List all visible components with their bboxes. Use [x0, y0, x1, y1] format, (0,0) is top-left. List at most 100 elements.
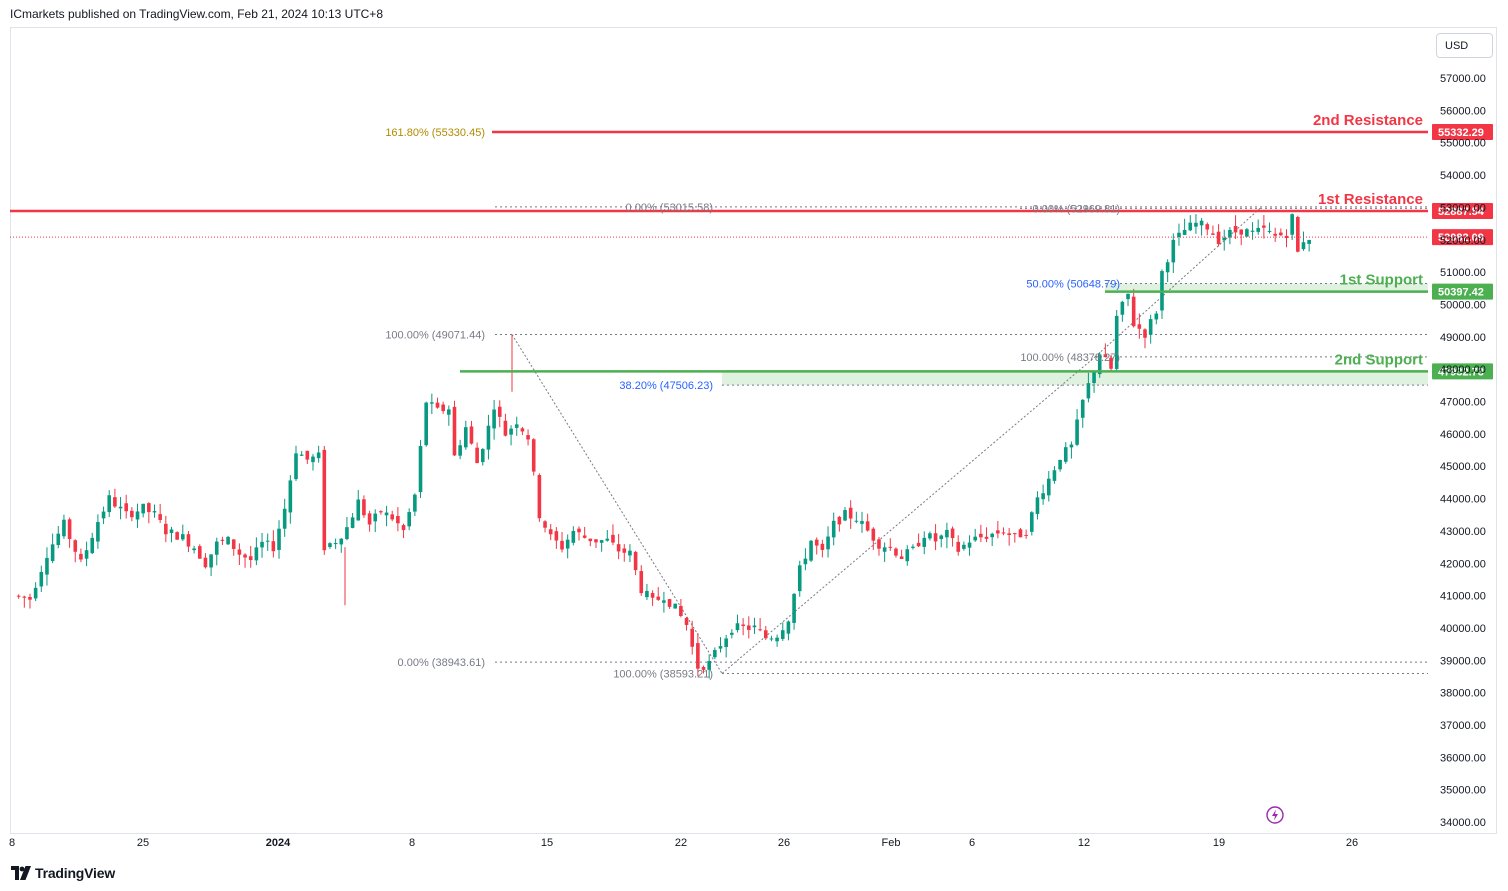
candle: [1109, 354, 1113, 371]
candle: [950, 526, 955, 547]
candle: [458, 439, 462, 460]
candle: [271, 530, 276, 558]
tradingview-footer[interactable]: TradingView: [11, 864, 115, 882]
candle: [1075, 409, 1079, 447]
candle: [882, 542, 887, 562]
price-tick-label: 46000.00: [1440, 429, 1486, 441]
candle: [514, 416, 519, 436]
candle: [1222, 229, 1227, 251]
current-price-label: 52082.09: [1438, 232, 1484, 244]
candle: [996, 521, 1000, 539]
candle: [277, 520, 281, 559]
candle: [1114, 310, 1119, 372]
fib-label: 0.00% (53015.58): [626, 202, 713, 214]
candle: [56, 526, 61, 549]
candle: [373, 509, 378, 533]
candle: [933, 524, 938, 551]
candle: [430, 393, 434, 415]
price-tick-label: 37000.00: [1440, 720, 1486, 732]
candle: [979, 524, 983, 543]
candle: [916, 533, 921, 548]
price-tag: [1432, 363, 1493, 380]
level-label: 1st Resistance: [1318, 191, 1423, 208]
candle: [503, 413, 508, 437]
candle: [616, 533, 621, 560]
time-tick-label: 15: [541, 837, 553, 849]
candle: [1228, 227, 1232, 245]
price-tick-label: 35000.00: [1440, 785, 1486, 797]
fib-label: 50.00% (50648.79): [1026, 278, 1120, 290]
price-tag: [1432, 283, 1493, 300]
price-tick-label: 40000.00: [1440, 623, 1486, 635]
candle: [475, 442, 479, 464]
candle: [877, 536, 881, 556]
candle: [1035, 491, 1040, 520]
time-tick-label: 8: [409, 837, 415, 849]
candle: [780, 622, 785, 641]
candle: [1205, 222, 1210, 236]
candle: [560, 531, 564, 553]
candle: [548, 524, 553, 541]
currency-button[interactable]: USD: [1436, 33, 1493, 58]
candle: [1131, 288, 1136, 328]
candle: [1239, 229, 1244, 246]
candle: [50, 533, 55, 564]
time-tick-label: 26: [778, 837, 790, 849]
candle: [497, 400, 502, 428]
candle: [169, 526, 174, 543]
candle: [1080, 399, 1085, 428]
candle: [226, 535, 230, 546]
candle: [1182, 218, 1187, 236]
candle: [667, 598, 672, 609]
candle: [175, 531, 179, 540]
candle: [973, 528, 977, 542]
candle: [945, 522, 949, 549]
candle: [447, 405, 451, 426]
lightning-icon[interactable]: [1266, 806, 1284, 824]
time-tick-label: 12: [1078, 837, 1090, 849]
fib-trend-line-2: [1094, 208, 1261, 358]
candle: [837, 515, 842, 532]
candle: [328, 542, 332, 549]
fib-label: 38.20% (47506.23): [619, 380, 713, 392]
price-tick-label: 43000.00: [1440, 526, 1486, 538]
candle: [243, 553, 247, 568]
candle: [1211, 225, 1215, 236]
candle: [701, 665, 706, 674]
candle: [1233, 215, 1238, 239]
candle: [45, 547, 49, 586]
candle: [1007, 528, 1011, 546]
candle: [509, 425, 513, 446]
candle: [894, 547, 898, 558]
candle: [803, 548, 808, 571]
candle: [526, 429, 530, 446]
candle: [645, 583, 649, 600]
candle: [147, 502, 151, 524]
candle: [1194, 214, 1198, 234]
candle: [260, 532, 264, 558]
candle: [435, 397, 440, 409]
price-tick-label: 48000.00: [1440, 364, 1486, 376]
price-tick-label: 47000.00: [1440, 397, 1486, 409]
candle: [192, 545, 196, 554]
candle: [990, 532, 994, 546]
time-tick-label: 19: [1213, 837, 1225, 849]
chart-frame: [10, 27, 1497, 834]
candle: [367, 510, 372, 532]
candle: [752, 617, 757, 634]
candle: [650, 590, 655, 606]
candle: [254, 537, 259, 566]
candle: [22, 595, 27, 608]
candle: [1216, 224, 1221, 247]
candle: [531, 438, 536, 476]
time-tick-label: Feb: [882, 837, 901, 849]
fib-trend-line-1: [721, 356, 1096, 674]
candle: [1024, 529, 1028, 539]
candle: [339, 538, 344, 553]
price-tick-label: 38000.00: [1440, 688, 1486, 700]
support-zone-1: [1105, 283, 1428, 292]
candle: [1041, 484, 1045, 505]
time-tick-label: 2024: [266, 837, 291, 849]
price-tick-label: 57000.00: [1440, 73, 1486, 85]
